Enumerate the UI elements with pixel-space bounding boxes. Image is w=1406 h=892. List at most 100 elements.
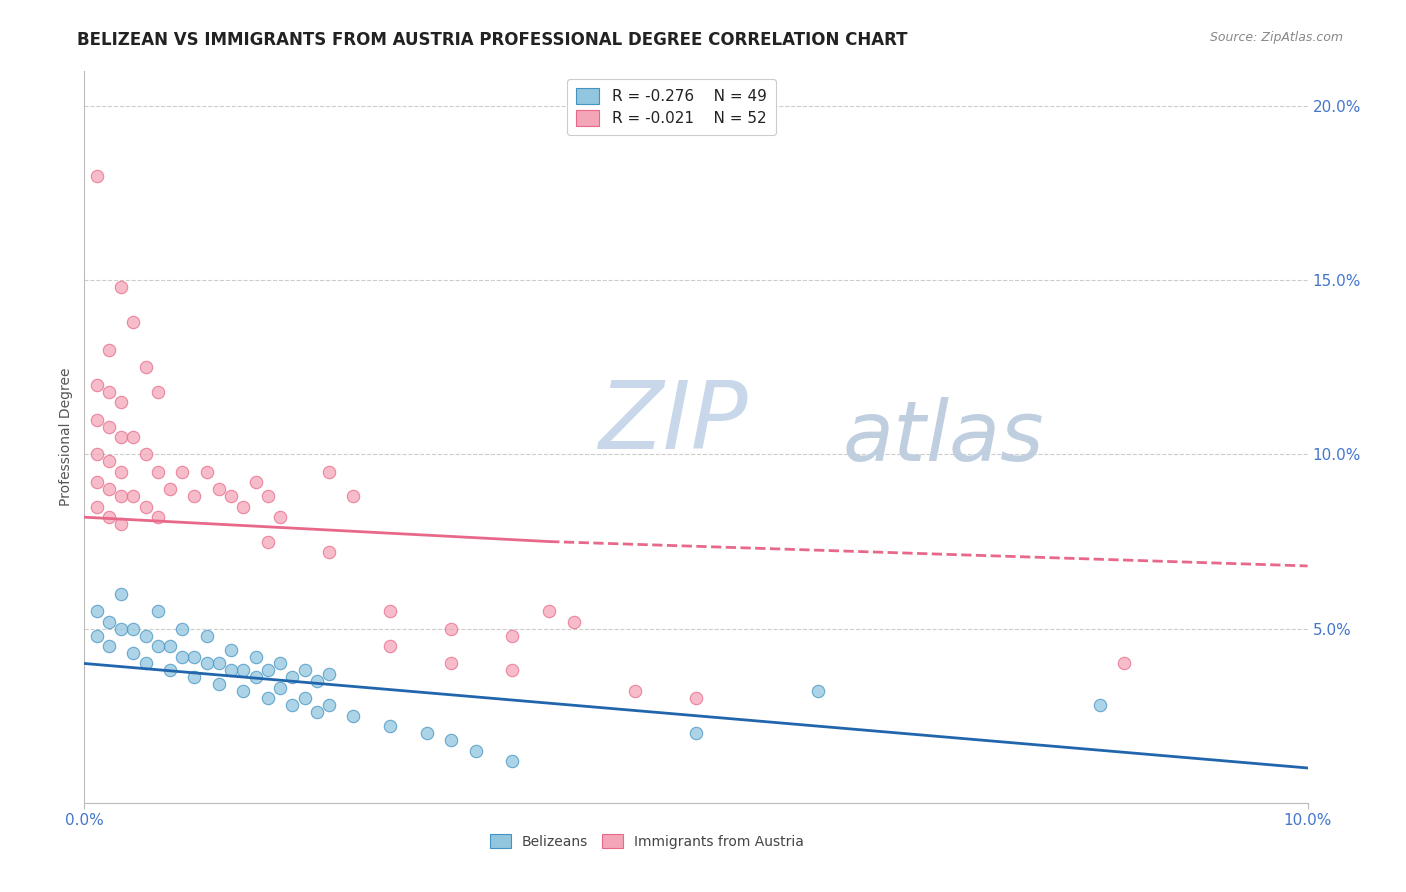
Point	[110, 622, 132, 636]
Point	[1114, 657, 1136, 671]
Point	[97, 615, 120, 629]
Point	[172, 649, 194, 664]
Point	[172, 465, 194, 479]
Point	[269, 510, 291, 524]
Point	[97, 510, 120, 524]
Point	[342, 708, 364, 723]
Point	[318, 545, 340, 559]
Text: ZIP: ZIP	[598, 377, 748, 468]
Point	[257, 691, 280, 706]
Point	[685, 726, 707, 740]
Point	[135, 448, 157, 462]
Point	[294, 664, 316, 678]
Point	[281, 670, 304, 684]
Point	[219, 489, 242, 503]
Point	[318, 667, 340, 681]
Point	[318, 698, 340, 713]
Point	[135, 360, 157, 375]
Point	[257, 489, 280, 503]
Point	[97, 454, 120, 468]
Point	[208, 677, 231, 691]
Point	[183, 489, 205, 503]
Point	[208, 657, 231, 671]
Point	[86, 475, 108, 490]
Point	[86, 412, 108, 426]
Point	[110, 465, 132, 479]
Point	[159, 483, 181, 497]
Point	[86, 169, 108, 183]
Point	[97, 483, 120, 497]
Point	[86, 377, 108, 392]
Point	[440, 733, 463, 747]
Point	[146, 510, 169, 524]
Point	[110, 517, 132, 532]
Point	[624, 684, 647, 698]
Point	[195, 657, 218, 671]
Point	[159, 639, 181, 653]
Point	[232, 500, 254, 514]
Point	[502, 664, 524, 678]
Point	[146, 639, 169, 653]
Y-axis label: Professional Degree: Professional Degree	[59, 368, 73, 507]
Point	[159, 664, 181, 678]
Point	[257, 534, 280, 549]
Point	[122, 489, 145, 503]
Point	[195, 465, 218, 479]
Point	[294, 691, 316, 706]
Point	[257, 664, 280, 678]
Point	[1088, 698, 1111, 713]
Point	[305, 673, 328, 688]
Point	[245, 649, 267, 664]
Point	[281, 698, 304, 713]
Point	[269, 681, 291, 695]
Point	[86, 604, 108, 618]
Text: atlas: atlas	[842, 397, 1045, 477]
Point	[538, 604, 561, 618]
Point	[380, 719, 402, 733]
Point	[135, 500, 157, 514]
Point	[183, 649, 205, 664]
Point	[502, 629, 524, 643]
Point	[502, 754, 524, 768]
Point	[122, 315, 145, 329]
Text: BELIZEAN VS IMMIGRANTS FROM AUSTRIA PROFESSIONAL DEGREE CORRELATION CHART: BELIZEAN VS IMMIGRANTS FROM AUSTRIA PROF…	[77, 31, 908, 49]
Text: Source: ZipAtlas.com: Source: ZipAtlas.com	[1209, 31, 1343, 45]
Point	[97, 343, 120, 357]
Point	[195, 629, 218, 643]
Point	[318, 465, 340, 479]
Point	[86, 629, 108, 643]
Point	[685, 691, 707, 706]
Point	[86, 448, 108, 462]
Point	[97, 384, 120, 399]
Point	[380, 639, 402, 653]
Point	[305, 705, 328, 719]
Point	[416, 726, 439, 740]
Point	[208, 483, 231, 497]
Point	[807, 684, 830, 698]
Point	[110, 430, 132, 444]
Point	[380, 604, 402, 618]
Point	[110, 395, 132, 409]
Point	[146, 604, 169, 618]
Point	[97, 639, 120, 653]
Point	[269, 657, 291, 671]
Point	[183, 670, 205, 684]
Point	[219, 664, 242, 678]
Point	[232, 684, 254, 698]
Point	[110, 587, 132, 601]
Point	[135, 629, 157, 643]
Point	[464, 743, 486, 757]
Point	[219, 642, 242, 657]
Point	[146, 384, 169, 399]
Point	[342, 489, 364, 503]
Point	[110, 489, 132, 503]
Point	[172, 622, 194, 636]
Point	[146, 465, 169, 479]
Point	[122, 622, 145, 636]
Point	[562, 615, 585, 629]
Point	[110, 280, 132, 294]
Point	[232, 664, 254, 678]
Point	[245, 670, 267, 684]
Point	[122, 646, 145, 660]
Point	[440, 657, 463, 671]
